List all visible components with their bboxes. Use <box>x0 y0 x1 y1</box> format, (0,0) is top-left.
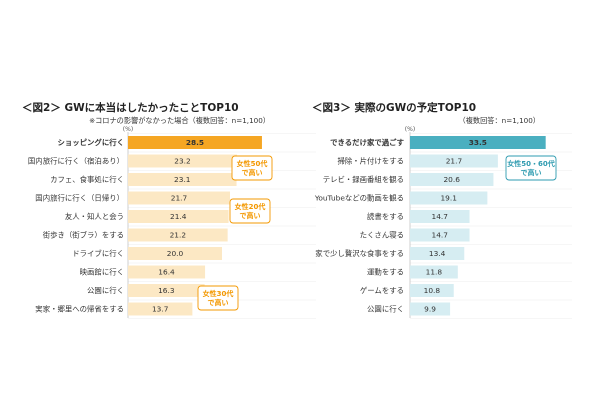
bar <box>128 284 205 297</box>
value-label: 16.4 <box>158 268 175 277</box>
chart2-bars: できるだけ家で過ごす 33.5 掃除・片付けをする 21.7 テレビ・録画番組を観る 20… <box>314 136 546 316</box>
callout-text: 女性50代 <box>237 159 268 168</box>
bar <box>128 154 238 168</box>
bar <box>410 210 470 223</box>
callout-box <box>229 198 271 224</box>
category-label: 友人・知人と会う <box>65 212 124 221</box>
value-label: 28.5 <box>186 138 204 147</box>
value-label: 20.6 <box>443 175 460 184</box>
bar <box>128 136 262 149</box>
callout-text: 女性50・60代 <box>507 159 554 168</box>
category-label: 家で少し贅沢な食事をする <box>315 249 404 258</box>
category-label: ドライブに行く <box>72 249 124 258</box>
category-label: 公園に行く <box>87 286 124 295</box>
value-label: 33.5 <box>469 138 487 147</box>
value-label: 19.1 <box>440 194 457 203</box>
value-label: 13.4 <box>429 249 446 258</box>
chart2-unit: (%) <box>405 126 415 133</box>
category-label: 運動をする <box>367 268 404 277</box>
category-label: 街歩き（街ブラ）をする <box>43 231 124 240</box>
bar <box>128 228 228 242</box>
value-label: 16.3 <box>158 286 175 295</box>
bar <box>410 154 498 168</box>
bar <box>410 265 458 279</box>
callout-text: で高い <box>521 168 542 177</box>
category-label: ショッピングに行く <box>57 138 124 147</box>
callout-text: で高い <box>240 211 261 220</box>
value-label: 21.4 <box>170 212 187 221</box>
chart1-title: ＜図2＞ GWに本当はしたかったことTOP10 <box>22 101 239 114</box>
bar <box>410 191 488 205</box>
category-label: 国内旅行に行く（日帰り） <box>35 194 124 203</box>
value-label: 10.8 <box>424 286 441 295</box>
value-label: 21.7 <box>171 194 188 203</box>
value-label: 23.2 <box>174 157 190 166</box>
chart1-unit: (%) <box>123 126 133 133</box>
category-label: 公園に行く <box>367 305 404 314</box>
chart-figure2: ＜図2＞ GWに本当はしたかったことTOP10 ※コロナの影響がなかった場合（複… <box>22 101 316 319</box>
chart1-subtitle: ※コロナの影響がなかった場合（複数回答：n=1,100） <box>89 116 270 125</box>
bar <box>128 191 230 205</box>
bar <box>410 173 494 186</box>
value-label: 21.7 <box>446 157 463 166</box>
value-label: 13.7 <box>152 305 169 314</box>
value-label: 14.7 <box>432 212 449 221</box>
bar <box>410 136 546 149</box>
category-label: YouTubeなどの動画を観る <box>314 194 404 203</box>
value-label: 23.1 <box>174 175 191 184</box>
bar <box>410 284 454 297</box>
callout-text: で高い <box>242 168 263 177</box>
category-label: 映画館に行く <box>80 268 124 277</box>
category-label: たくさん寝る <box>360 231 404 240</box>
value-label: 20.0 <box>167 249 184 258</box>
value-label: 14.7 <box>432 231 449 240</box>
category-label: 実家・郷里への帰省をする <box>35 305 124 314</box>
bar <box>410 247 465 260</box>
callout-box <box>197 285 239 311</box>
bar <box>128 247 222 260</box>
category-label: テレビ・録画番組を観る <box>323 175 404 184</box>
chart2-title: ＜図3＞ 実際のGWの予定TOP10 <box>312 101 476 114</box>
bar <box>128 173 237 186</box>
bar <box>128 210 229 223</box>
value-label: 21.2 <box>170 231 186 240</box>
callout-text: で高い <box>208 298 229 307</box>
bar <box>128 302 193 316</box>
bar <box>410 302 451 316</box>
category-label: 国内旅行に行く（宿泊あり） <box>28 157 124 166</box>
category-label: 読書をする <box>367 212 404 221</box>
bar <box>128 265 206 279</box>
value-label: 11.8 <box>426 268 443 277</box>
callout-box <box>231 155 273 181</box>
category-label: カフェ、食事処に行く <box>50 175 124 184</box>
callout-text: 女性20代 <box>235 202 266 211</box>
chart2-subtitle: （複数回答：n=1,100） <box>459 116 540 125</box>
callout-box <box>505 155 557 181</box>
category-label: ゲームをする <box>360 286 404 295</box>
chart-figure3: ＜図3＞ 実際のGWの予定TOP10 （複数回答：n=1,100） (%) でき… <box>312 101 572 319</box>
callout-text: 女性30代 <box>203 289 234 298</box>
bar <box>410 228 470 242</box>
category-label: 掃除・片付けをする <box>337 157 404 166</box>
value-label: 9.9 <box>424 305 436 314</box>
category-label: できるだけ家で過ごす <box>330 138 404 147</box>
chart1-bars: ショッピングに行く 28.5 国内旅行に行く（宿泊あり） 23.2 カフェ、食事処に行く… <box>28 136 262 316</box>
